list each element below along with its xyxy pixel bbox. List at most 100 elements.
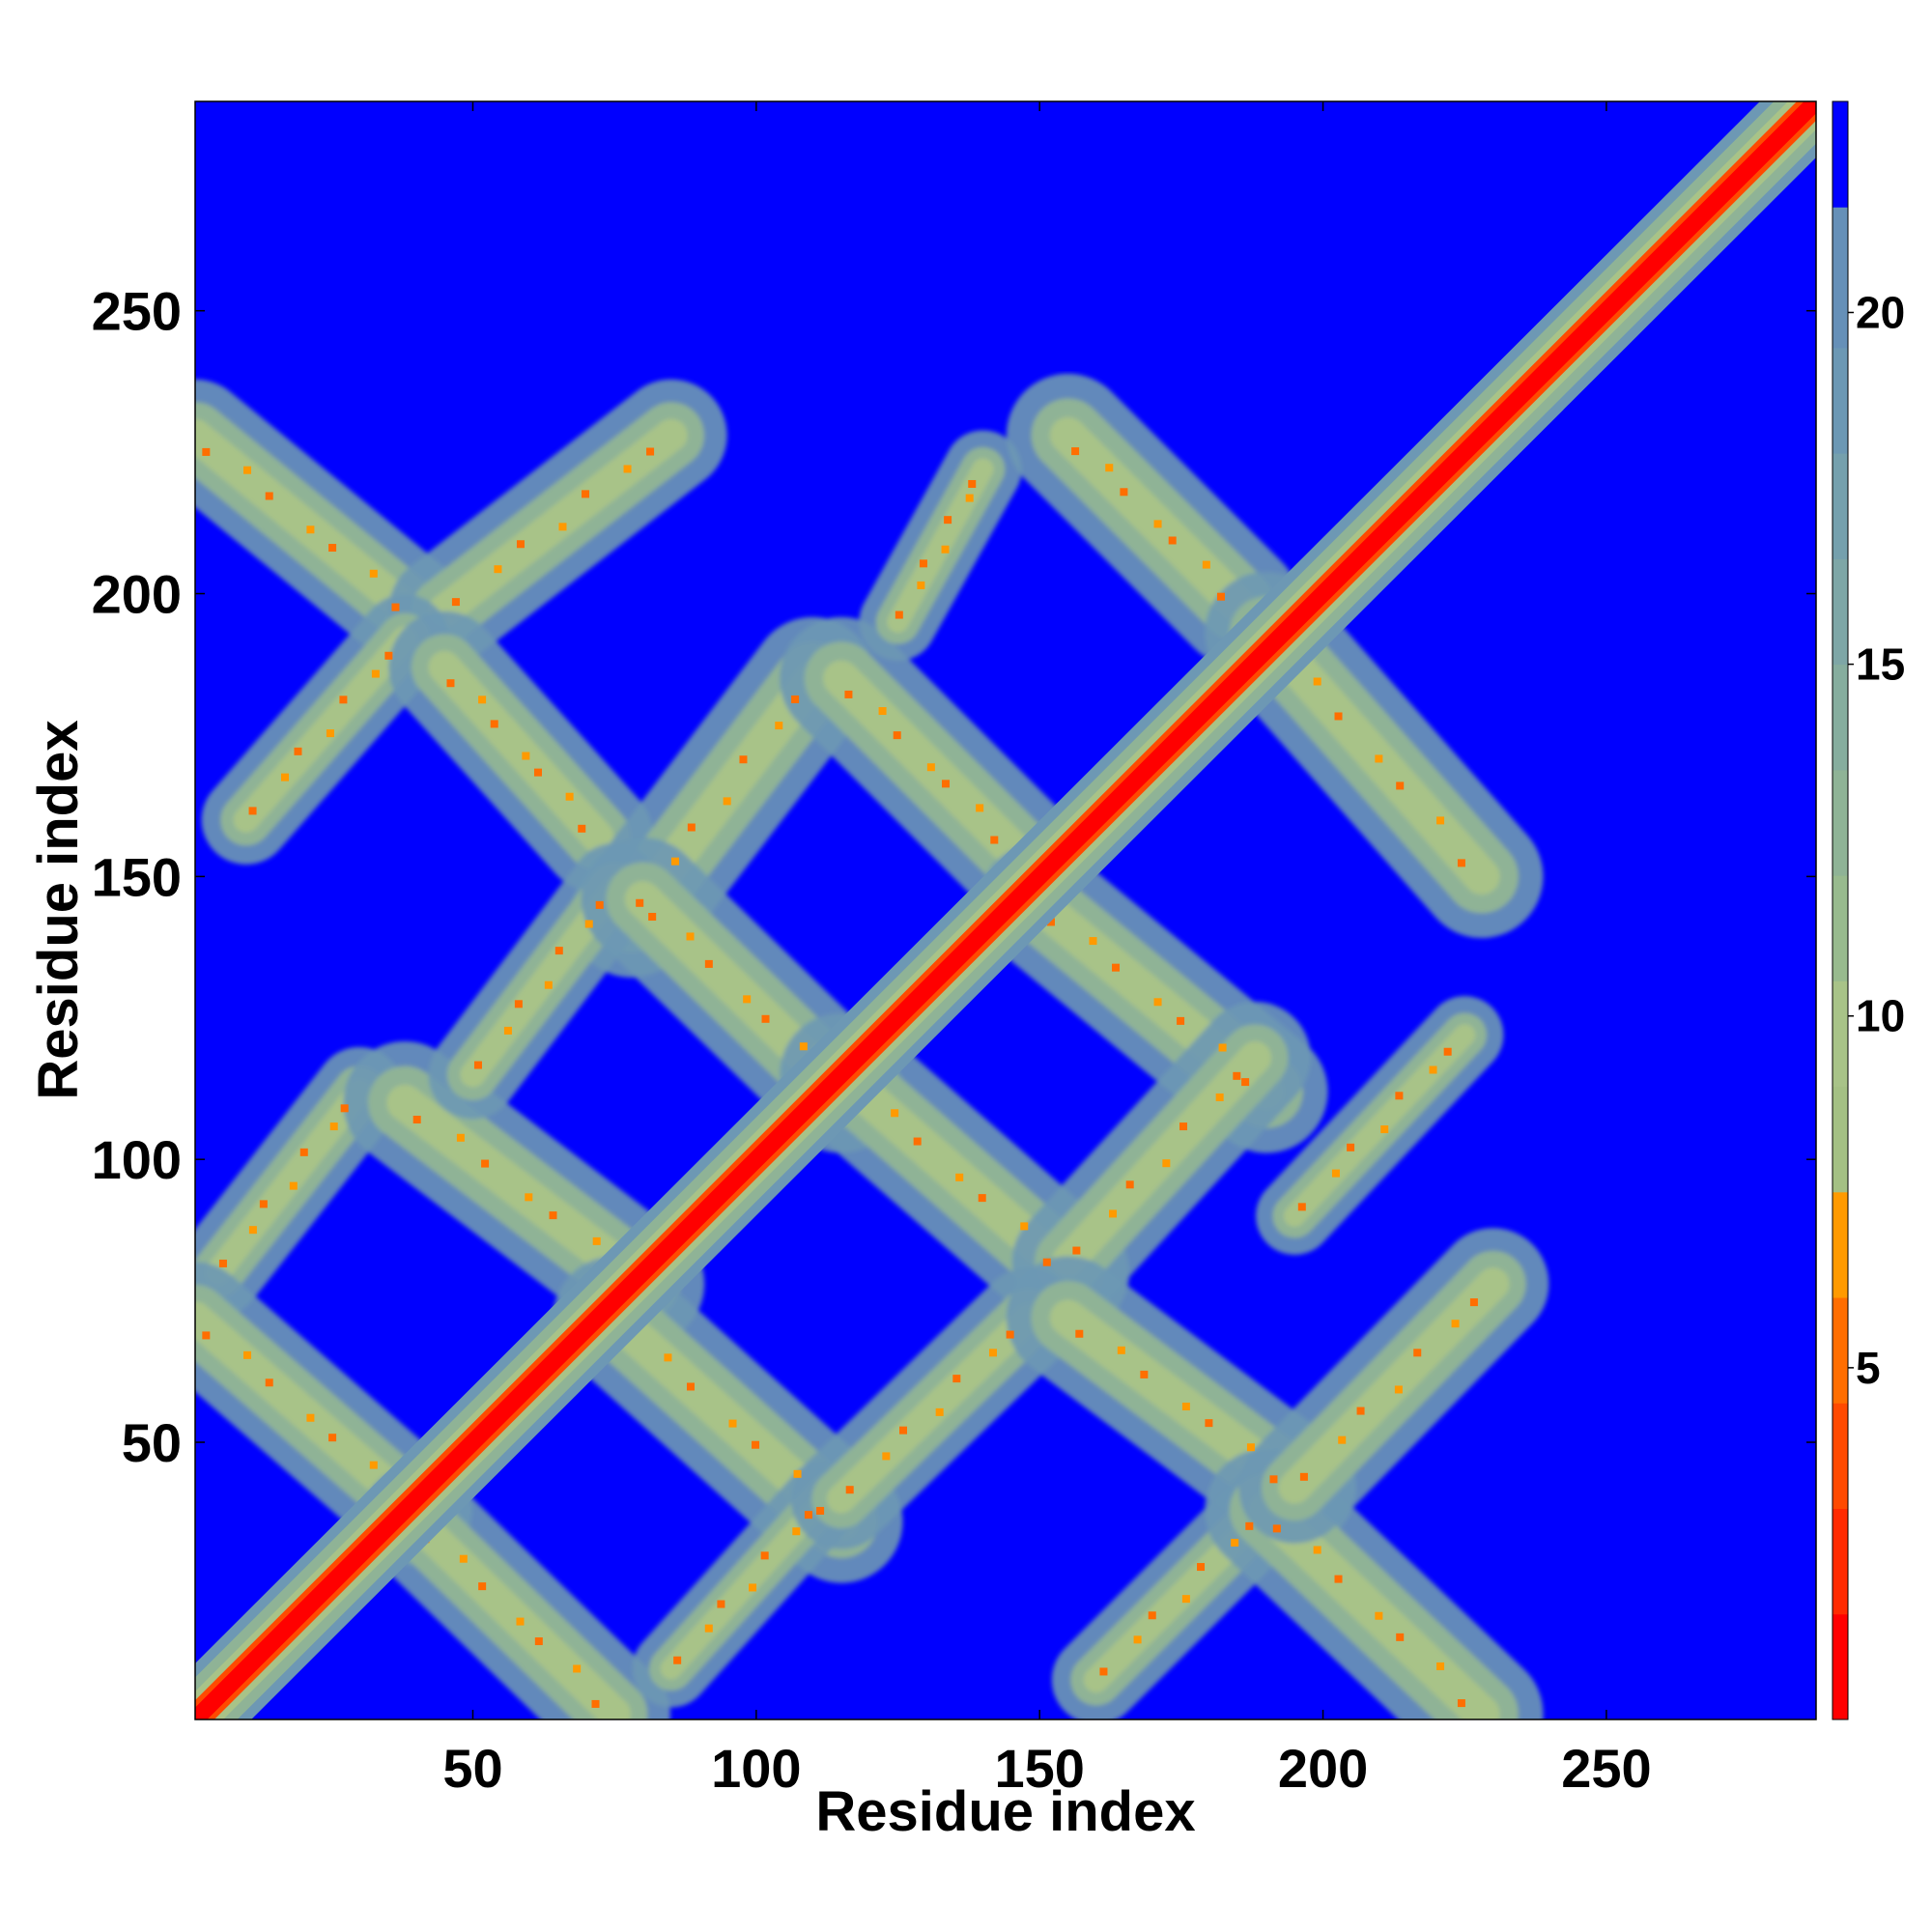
contact-point-18-5 [573,1664,582,1673]
contact-point-24-6 [1457,1699,1465,1708]
contact-point-20-1 [704,1624,713,1633]
contact-point-3-4 [533,768,542,777]
contact-point-16-4 [1395,1092,1404,1100]
contact-point-15-5 [1215,1093,1224,1101]
contact-point-0-4 [328,544,337,553]
contact-point-12-1 [686,932,695,941]
contact-point-9-1 [248,1226,257,1235]
contact-point-9-6 [340,1104,349,1113]
contact-point-19-2 [686,1382,695,1391]
contact-point-15-2 [1125,1180,1134,1189]
colorbar-tick-label: 10 [1856,991,1905,1041]
contact-point-9-5 [329,1122,338,1131]
contact-point-5-0 [844,690,853,698]
contact-point-10-0 [412,1116,421,1124]
colorbar-band-9 [1833,664,1848,771]
y-axis-ticks: 50 100 150 200 250 [92,281,1816,1473]
contact-band-core-21 [826,1303,1043,1514]
contact-point-2-1 [281,773,290,781]
contact-point-3-5 [565,792,574,801]
x-tick-label: 150 [994,1738,1084,1799]
contact-point-5-6 [990,836,999,844]
contact-point-12-0 [648,913,657,922]
contact-point-12-3 [743,995,752,1004]
contact-point-23-6 [1245,1521,1254,1530]
contact-point-16-3 [1380,1125,1389,1134]
plot-area [194,100,1817,1720]
contact-point-21-2 [899,1426,908,1435]
contact-point-13-4 [978,1194,986,1203]
contact-point-13-5 [1020,1222,1029,1231]
contact-point-21-3 [935,1407,944,1416]
contact-point-8-1 [1313,677,1321,686]
contact-point-15-0 [1072,1246,1081,1255]
contact-point-1-0 [451,598,460,607]
contact-point-1-2 [516,540,525,549]
contact-point-8-3 [1375,754,1383,763]
contact-point-14-3 [1153,998,1162,1007]
contact-point-1-1 [494,565,502,574]
contact-point-18-6 [591,1699,600,1708]
colorbar-band-0 [1833,1613,1848,1720]
contact-point-7-4 [1168,536,1177,545]
contact-point-17-5 [369,1461,378,1469]
contact-band-core-7 [1049,416,1257,624]
contact-point-22-4 [1205,1419,1213,1428]
contact-point-25-1 [1338,1435,1347,1444]
contact-point-6-6 [968,479,977,488]
contact-band-core-16 [1283,1024,1476,1228]
contact-point-9-3 [289,1181,298,1190]
contact-point-6-2 [919,559,927,568]
colorbar-band-7 [1833,875,1848,981]
contact-point-7-1 [1105,464,1114,472]
contact-band-core-1 [428,418,688,627]
contact-point-9-2 [259,1200,268,1208]
contact-point-1-4 [582,490,590,498]
contact-point-14-6 [1241,1078,1250,1087]
contact-point-4-5 [775,722,783,730]
contact-point-21-6 [1006,1330,1014,1339]
contact-point-10-3 [525,1193,533,1202]
contact-point-20-0 [673,1656,682,1664]
contact-point-11-6 [595,900,604,909]
colorbar-band-4 [1833,1191,1848,1298]
contact-point-2-3 [326,729,334,738]
colorbar-band-6 [1833,980,1848,1088]
contact-band-core-8 [1248,614,1500,895]
contact-point-20-5 [792,1527,801,1536]
contact-point-3-3 [522,752,530,760]
contact-point-7-2 [1120,488,1128,497]
contact-point-24-1 [1313,1546,1321,1554]
contact-point-19-5 [793,1469,802,1478]
contact-point-1-5 [623,465,632,473]
colorbar-band-14 [1833,101,1848,208]
contact-point-22-2 [1140,1370,1149,1378]
y-tick-label: 200 [92,564,182,625]
contact-point-22-3 [1181,1403,1190,1411]
contact-point-25-6 [1469,1298,1478,1307]
contact-point-10-2 [481,1159,490,1168]
x-tick-label: 200 [1278,1738,1368,1799]
contact-point-14-4 [1177,1016,1185,1025]
contact-point-11-4 [554,947,563,955]
contact-point-24-3 [1375,1611,1383,1620]
contact-point-21-1 [882,1452,891,1461]
contact-point-3-0 [446,679,455,688]
contact-point-22-6 [1269,1475,1278,1484]
contact-point-0-6 [391,603,400,611]
contact-point-20-4 [760,1551,769,1560]
colorbar-tick-label: 5 [1856,1343,1881,1393]
contact-point-8-6 [1457,859,1465,867]
contact-point-3-6 [578,824,586,833]
contact-band-core-3 [428,650,614,854]
contact-point-16-2 [1347,1143,1355,1151]
contact-point-4-0 [636,898,644,907]
contact-point-20-6 [804,1511,812,1520]
contact-point-7-0 [1071,447,1080,456]
y-axis-title: Residue index [27,720,90,1099]
contact-point-23-2 [1148,1611,1156,1620]
contact-point-22-0 [1075,1329,1084,1338]
contact-point-17-2 [265,1378,273,1387]
y-tick-label: 250 [92,281,182,342]
colorbar-band-13 [1833,207,1848,349]
